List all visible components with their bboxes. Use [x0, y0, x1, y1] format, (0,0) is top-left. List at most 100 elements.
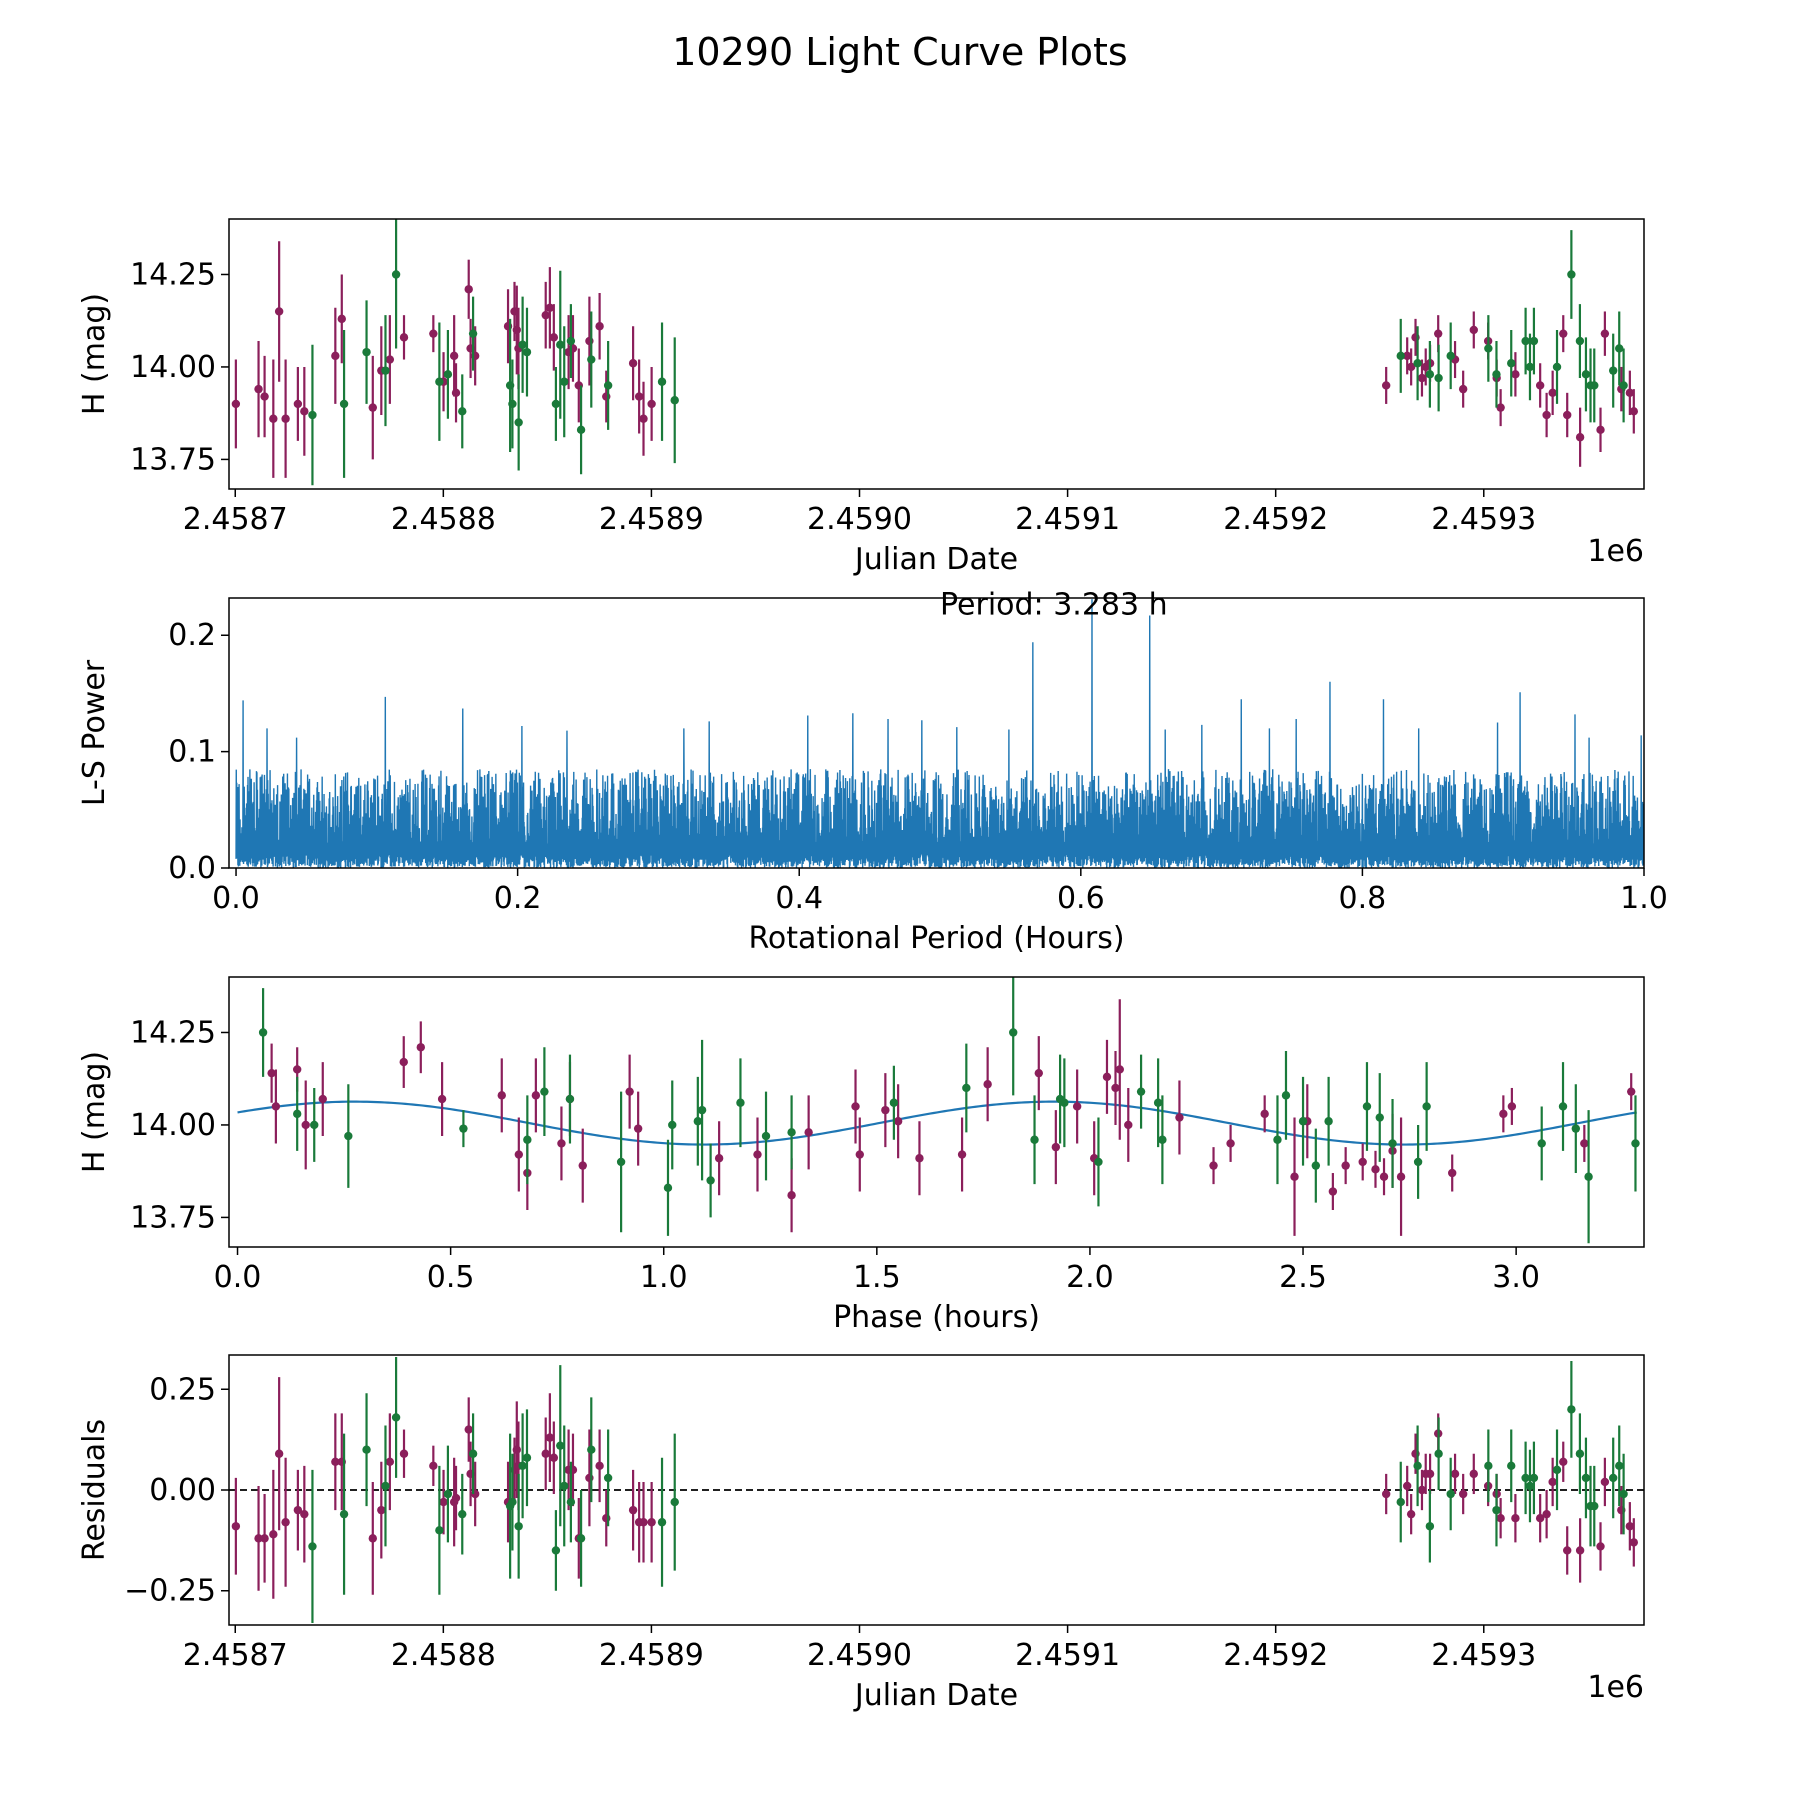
- data-point: [308, 410, 317, 420]
- y-tick-label: 14.00: [130, 350, 216, 385]
- data-point: [468, 1449, 478, 1458]
- data-point: [344, 1131, 353, 1141]
- data-point: [318, 1094, 327, 1104]
- data-point: [1552, 1465, 1562, 1475]
- data-point: [628, 1505, 638, 1515]
- data-point: [271, 1102, 281, 1111]
- data-point: [1324, 1117, 1333, 1126]
- data-point: [435, 1526, 444, 1535]
- plot-frame: [228, 976, 1645, 1248]
- data-point: [670, 396, 679, 405]
- charts: 2.4587 2.4588 2.4589 2.4590 2.4591 2.4592 2.45…: [77, 218, 1668, 1713]
- y-tick-label: 14.00: [130, 1108, 216, 1143]
- data-point: [1030, 1135, 1039, 1144]
- y-tick-label: 13.75: [130, 1200, 216, 1235]
- phased-panel: 0.0 0.5 1.0 1.5 2.0 2.5 3.0 13.75 14.00 14.25 Phas…: [77, 976, 1645, 1335]
- data-point: [881, 1105, 890, 1115]
- data-point: [1396, 351, 1405, 361]
- y-tick-label: 0.1: [168, 735, 216, 770]
- data-point: [1358, 1157, 1367, 1167]
- data-point: [267, 1068, 276, 1078]
- data-point: [603, 1473, 613, 1483]
- axis-offset-text: 1e6: [1587, 1670, 1644, 1705]
- data-point: [281, 414, 290, 423]
- x-tick-label: 2.4589: [599, 1638, 704, 1673]
- data-point: [545, 1433, 555, 1442]
- data-point: [957, 1150, 967, 1159]
- data-point: [1094, 1157, 1103, 1167]
- data-point: [1615, 344, 1624, 353]
- periodogram-panel: 0.0 0.2 0.4 0.6 0.8 1.0 0.0 0.1 0.2 Rotational Pe…: [77, 587, 1668, 956]
- data-point: [362, 347, 371, 357]
- data-point: [1051, 1142, 1061, 1152]
- data-point: [551, 399, 561, 409]
- data-point: [1115, 1065, 1124, 1074]
- data-point: [587, 1445, 596, 1454]
- y-tick-label: 0.00: [149, 1473, 216, 1508]
- data-point: [362, 1445, 371, 1454]
- data-point: [512, 325, 521, 335]
- x-axis-label: Julian Date: [853, 542, 1018, 577]
- x-axis-label: Rotational Period (Hours): [748, 921, 1124, 956]
- data-point: [1542, 1509, 1551, 1519]
- data-point: [1600, 1477, 1610, 1487]
- x-tick-label: 2.4590: [807, 1638, 912, 1673]
- data-point: [1537, 1139, 1546, 1148]
- data-point: [1507, 1461, 1516, 1471]
- data-point: [628, 359, 638, 368]
- x-tick-label: 2.4588: [391, 1638, 496, 1673]
- data-point: [1422, 1102, 1431, 1111]
- data-point: [1492, 370, 1501, 379]
- data-point: [1406, 362, 1416, 372]
- data-point: [633, 1124, 643, 1133]
- plot-frame: [228, 1354, 1645, 1626]
- data-point: [587, 355, 596, 364]
- data-point: [1615, 1461, 1624, 1471]
- data-point: [595, 1461, 604, 1471]
- data-point: [292, 1065, 302, 1074]
- data-point: [254, 384, 263, 394]
- data-point: [565, 1094, 575, 1104]
- data-point: [1298, 1117, 1308, 1126]
- data-point: [1499, 1109, 1508, 1119]
- data-point: [308, 1542, 317, 1551]
- data-point: [1609, 1473, 1618, 1483]
- data-point: [300, 1509, 309, 1519]
- data-point: [1631, 1139, 1640, 1148]
- data-point: [889, 1098, 899, 1107]
- x-tick-label: 0.6: [1057, 881, 1105, 916]
- data-point: [458, 407, 467, 416]
- y-tick-label: −0.25: [124, 1574, 216, 1609]
- data-point: [531, 1091, 541, 1100]
- data-point: [497, 1091, 506, 1100]
- x-tick-label: 2.4592: [1223, 502, 1328, 537]
- data-point: [1590, 1501, 1599, 1511]
- data-point: [1446, 1489, 1455, 1499]
- data-point: [300, 407, 309, 416]
- data-point: [647, 1518, 656, 1527]
- data-point: [1136, 1087, 1146, 1096]
- data-point: [1627, 1087, 1636, 1096]
- data-point: [385, 355, 395, 364]
- figure-title: 10290 Light Curve Plots: [672, 30, 1127, 74]
- data-point: [1609, 366, 1618, 375]
- data-point: [377, 1505, 386, 1515]
- data-point: [1448, 1168, 1457, 1178]
- data-point: [693, 1117, 703, 1126]
- data-point: [459, 1124, 468, 1133]
- x-tick-label: 2.4591: [1015, 502, 1120, 537]
- data-point: [1381, 381, 1391, 390]
- x-tick-label: 0.8: [1339, 881, 1387, 916]
- x-tick-label: 2.4588: [391, 502, 496, 537]
- data-point: [399, 1449, 409, 1458]
- data-point: [1575, 433, 1585, 442]
- x-tick-label: 0.4: [775, 881, 823, 916]
- data-point: [1158, 1135, 1167, 1144]
- data-point: [804, 1128, 813, 1137]
- data-point: [787, 1128, 796, 1137]
- x-tick-label: 2.4593: [1431, 1638, 1536, 1673]
- data-point: [736, 1098, 745, 1107]
- data-point: [1417, 373, 1427, 383]
- data-point: [1379, 1172, 1389, 1181]
- data-point: [851, 1102, 860, 1111]
